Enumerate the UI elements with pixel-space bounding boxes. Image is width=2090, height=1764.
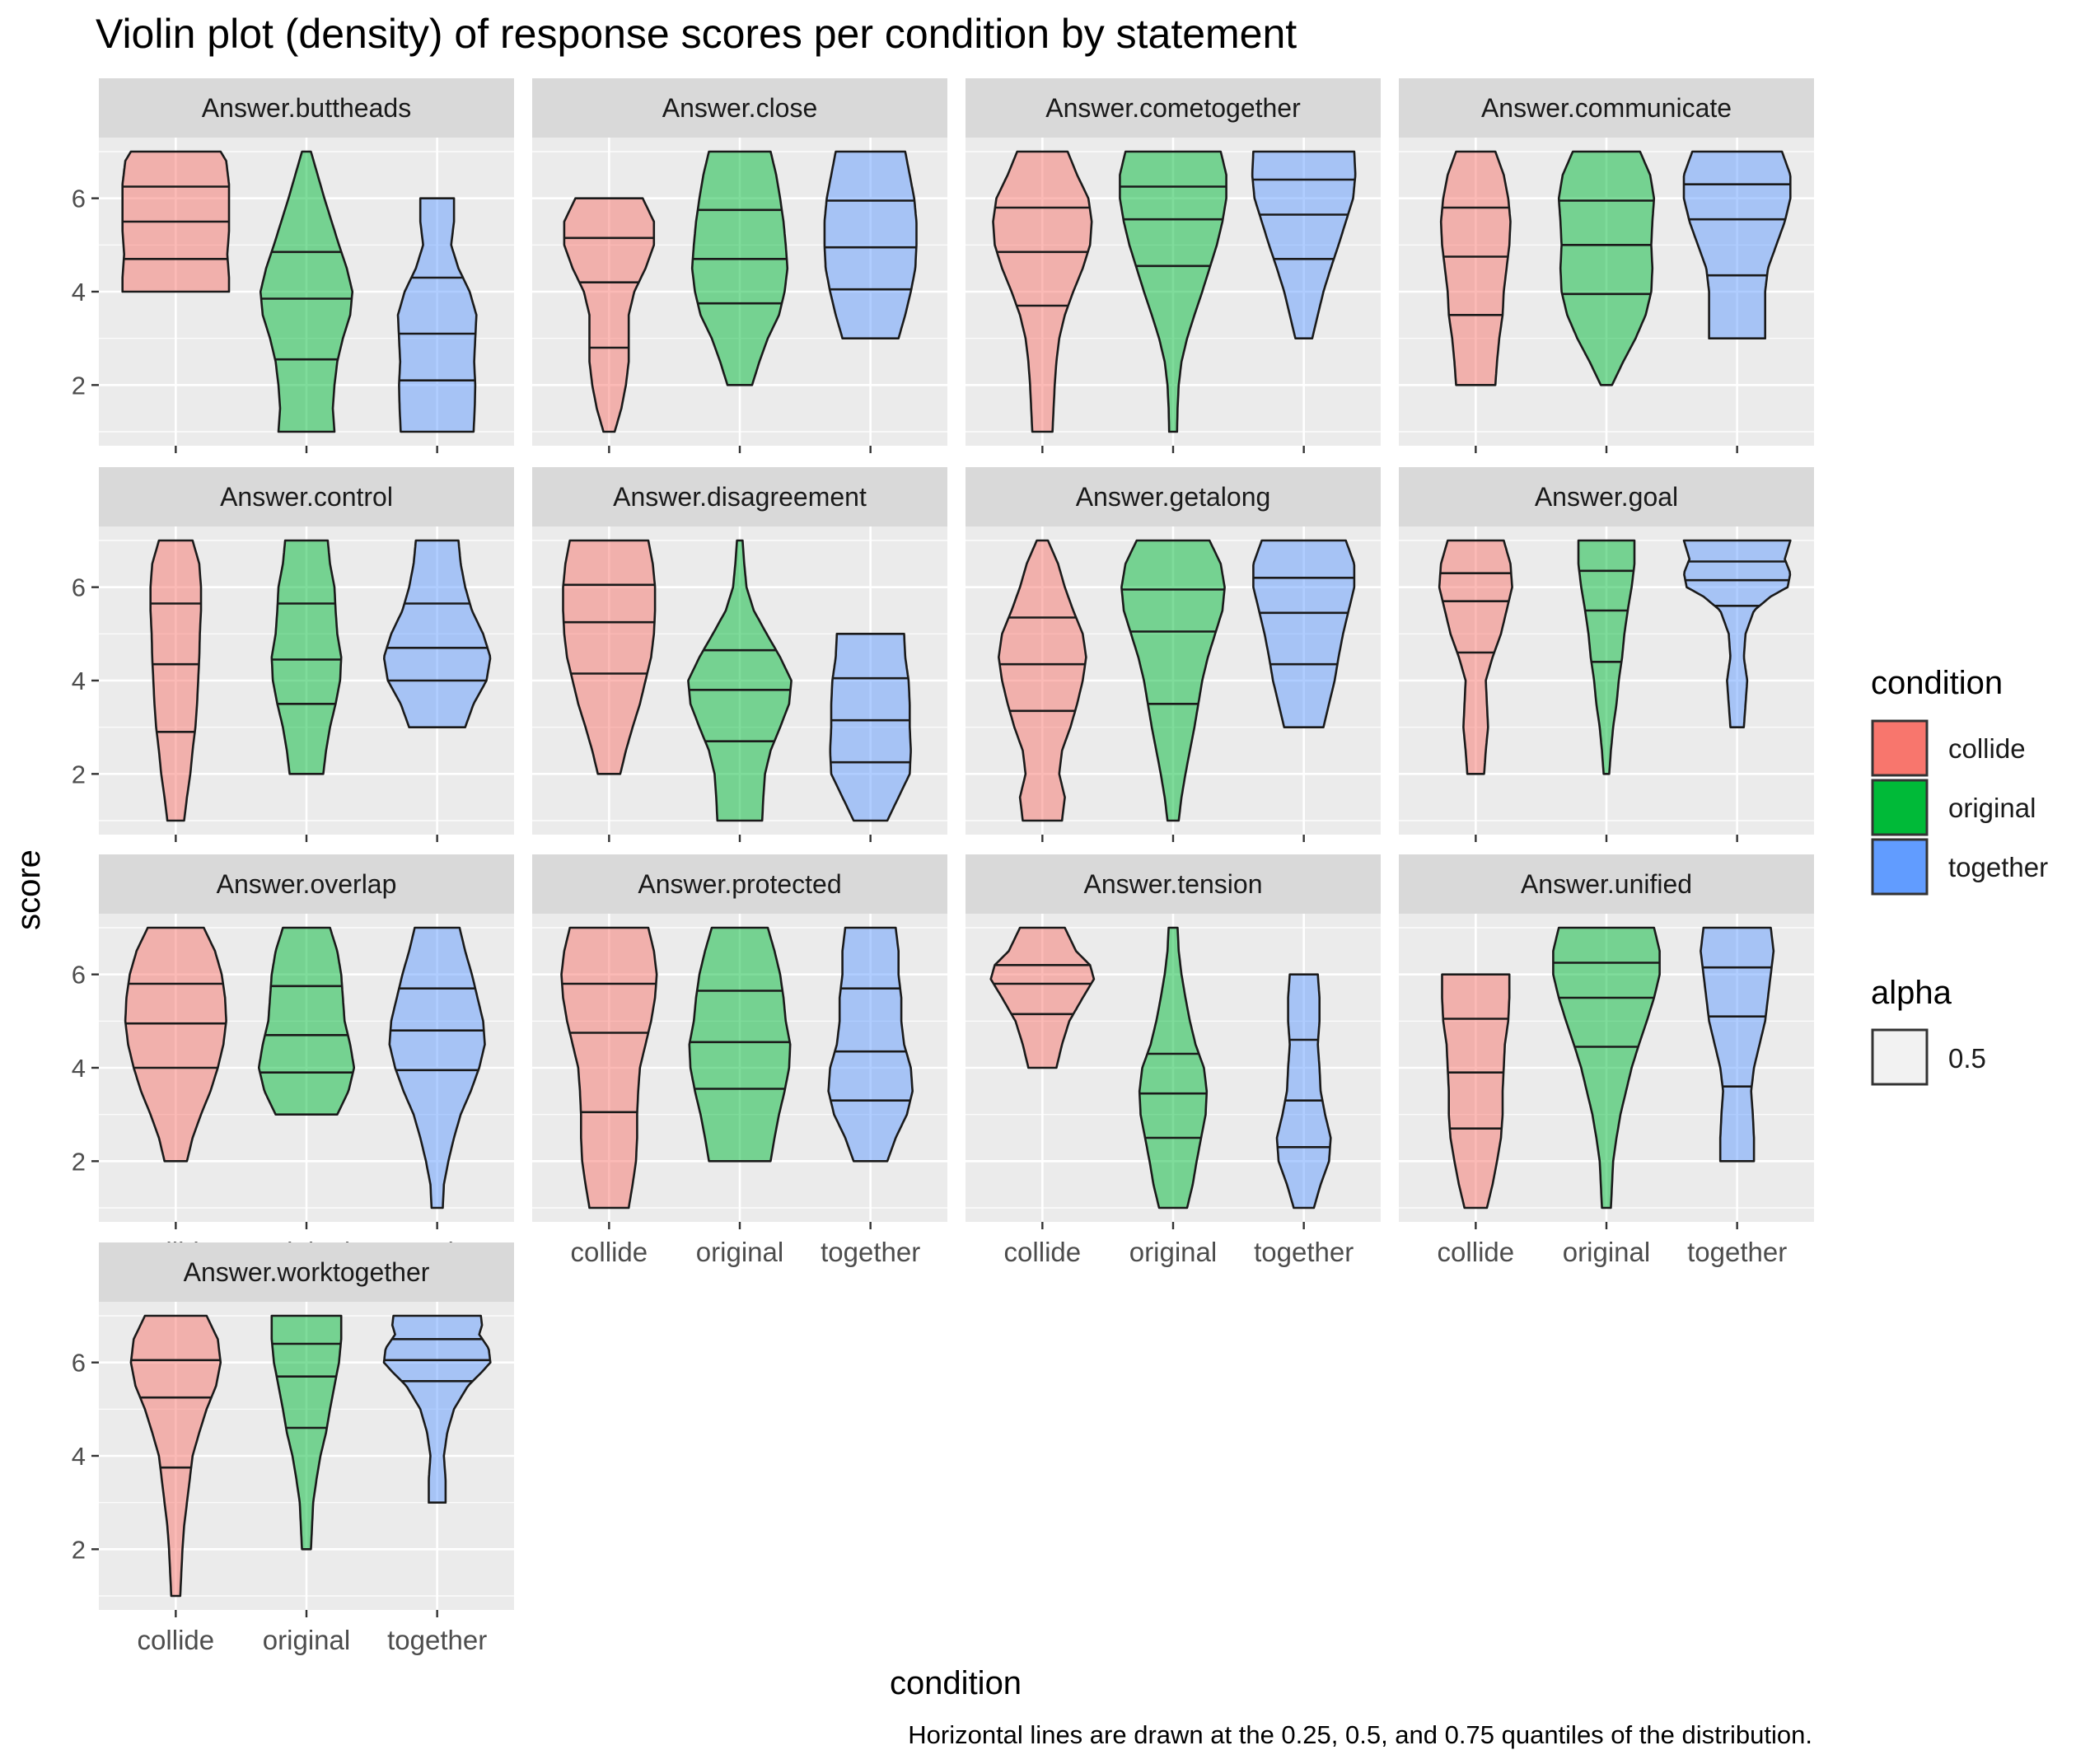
y-tick-label: 6 [72, 961, 86, 990]
violin-answer-overlap-together [388, 926, 486, 1210]
x-tick-label-original: original [1563, 1237, 1650, 1267]
y-tick-label: 2 [72, 760, 86, 788]
legend-label-together: together [1948, 852, 2048, 882]
facet-strip-answer-tension [966, 854, 1381, 914]
facet-strip-answer-cometogether [966, 78, 1381, 138]
facet-panels: Answer.buttheads 2 4 6 Answer.close Answer.co… [72, 78, 1814, 1655]
violin-answer-cometogether-together [1251, 150, 1357, 339]
legend-title-alpha: alpha [1871, 975, 1952, 1011]
violin-answer-close-together [823, 150, 918, 339]
facet-label-answer-control: Answer.control [220, 482, 393, 512]
y-tick-label: 4 [72, 667, 86, 695]
facet-label-answer-getalong: Answer.getalong [1076, 482, 1271, 512]
violin-answer-overlap-collide [124, 926, 227, 1163]
chart-title: Violin plot (density) of response scores… [96, 11, 1297, 57]
violin-answer-cometogether-original [1119, 150, 1227, 433]
caption: Horizontal lines are drawn at the 0.25, … [908, 1720, 1812, 1749]
facet-label-answer-buttheads: Answer.buttheads [202, 93, 411, 123]
y-tick-label: 2 [72, 371, 86, 400]
violin-answer-getalong-together [1252, 539, 1356, 728]
x-axis-title: condition [890, 1665, 1022, 1701]
legend-label-original: original [1948, 793, 2036, 823]
violin-answer-overlap-original [257, 926, 356, 1116]
legend-key-collide [1871, 719, 1929, 777]
legend: condition collide original together alph… [1871, 665, 2048, 1086]
facet-label-answer-protected: Answer.protected [638, 869, 841, 899]
legend-title-condition: condition [1871, 665, 2003, 701]
facet-strip-answer-worktogether [99, 1242, 514, 1302]
y-tick-label: 4 [72, 278, 86, 306]
x-tick-label-collide: collide [1004, 1237, 1082, 1267]
y-tick-label: 2 [72, 1535, 86, 1564]
violin-answer-worktogether-collide [129, 1314, 222, 1598]
y-tick-label: 2 [72, 1147, 86, 1176]
violin-answer-control-original [270, 539, 343, 775]
facet-label-answer-goal: Answer.goal [1535, 482, 1678, 512]
violin-answer-unified-together [1700, 926, 1775, 1163]
y-axis-title: score [11, 849, 47, 930]
violin-answer-worktogether-original [270, 1314, 343, 1551]
violin-answer-protected-together [827, 926, 914, 1163]
x-tick-label-together: together [1254, 1237, 1354, 1267]
violin-answer-communicate-original [1557, 150, 1656, 386]
x-tick-label-collide: collide [571, 1237, 648, 1267]
facet-label-answer-cometogether: Answer.cometogether [1045, 93, 1301, 123]
violin-answer-disagreement-original [687, 539, 793, 822]
violin-answer-getalong-original [1120, 539, 1226, 822]
violin-answer-close-collide [563, 197, 656, 433]
facet-strip-answer-buttheads [99, 78, 514, 138]
facet-strip-answer-protected [532, 854, 947, 914]
facet-strip-answer-disagreement [532, 467, 947, 526]
facet-label-answer-overlap: Answer.overlap [217, 869, 397, 899]
facet-strip-answer-getalong [966, 467, 1381, 526]
violin-answer-goal-collide [1438, 539, 1513, 775]
facet-label-answer-communicate: Answer.communicate [1481, 93, 1732, 123]
violin-answer-communicate-together [1682, 150, 1792, 339]
facet-strip-answer-overlap [99, 854, 514, 914]
x-tick-label-collide: collide [138, 1625, 215, 1655]
legend-key-together [1871, 838, 1929, 896]
y-tick-label: 6 [72, 1349, 86, 1378]
legend-key-alpha [1871, 1028, 1929, 1086]
legend-label-alpha: 0.5 [1948, 1043, 1986, 1074]
violin-answer-goal-original [1577, 539, 1636, 775]
y-tick-label: 4 [72, 1054, 86, 1083]
violin-answer-getalong-collide [998, 539, 1087, 822]
violin-answer-disagreement-together [829, 633, 912, 822]
facet-strip-answer-close [532, 78, 947, 138]
y-tick-label: 6 [72, 573, 86, 602]
legend-label-collide: collide [1948, 733, 2026, 764]
violin-answer-worktogether-together [382, 1314, 492, 1504]
x-tick-label-together: together [387, 1625, 487, 1655]
violin-answer-buttheads-together [396, 197, 478, 433]
facet-label-answer-tension: Answer.tension [1083, 869, 1262, 899]
legend-key-original [1871, 779, 1929, 836]
facet-label-answer-unified: Answer.unified [1521, 869, 1692, 899]
y-tick-label: 6 [72, 185, 86, 213]
violin-answer-goal-together [1682, 539, 1792, 728]
violin-answer-communicate-collide [1439, 150, 1512, 386]
x-tick-label-collide: collide [1438, 1237, 1515, 1267]
facet-strip-answer-control [99, 467, 514, 526]
x-tick-label-together: together [1687, 1237, 1787, 1267]
facet-strip-answer-unified [1399, 854, 1814, 914]
facet-strip-answer-communicate [1399, 78, 1814, 138]
x-tick-label-together: together [821, 1237, 920, 1267]
violin-answer-control-collide [149, 539, 203, 822]
violin-answer-cometogether-collide [992, 150, 1093, 433]
x-tick-label-original: original [696, 1237, 783, 1267]
x-tick-label-original: original [263, 1625, 350, 1655]
violin-answer-disagreement-collide [562, 539, 657, 775]
facet-label-answer-close: Answer.close [662, 93, 818, 123]
violin-answer-buttheads-original [259, 150, 354, 433]
violin-answer-tension-collide [989, 926, 1096, 1069]
facet-label-answer-disagreement: Answer.disagreement [613, 482, 867, 512]
x-tick-label-original: original [1129, 1237, 1217, 1267]
facet-strip-answer-goal [1399, 467, 1814, 526]
violin-answer-protected-original [688, 926, 792, 1163]
y-tick-label: 4 [72, 1442, 86, 1471]
violin-answer-tension-together [1275, 973, 1332, 1210]
facet-label-answer-worktogether: Answer.worktogether [184, 1257, 430, 1287]
